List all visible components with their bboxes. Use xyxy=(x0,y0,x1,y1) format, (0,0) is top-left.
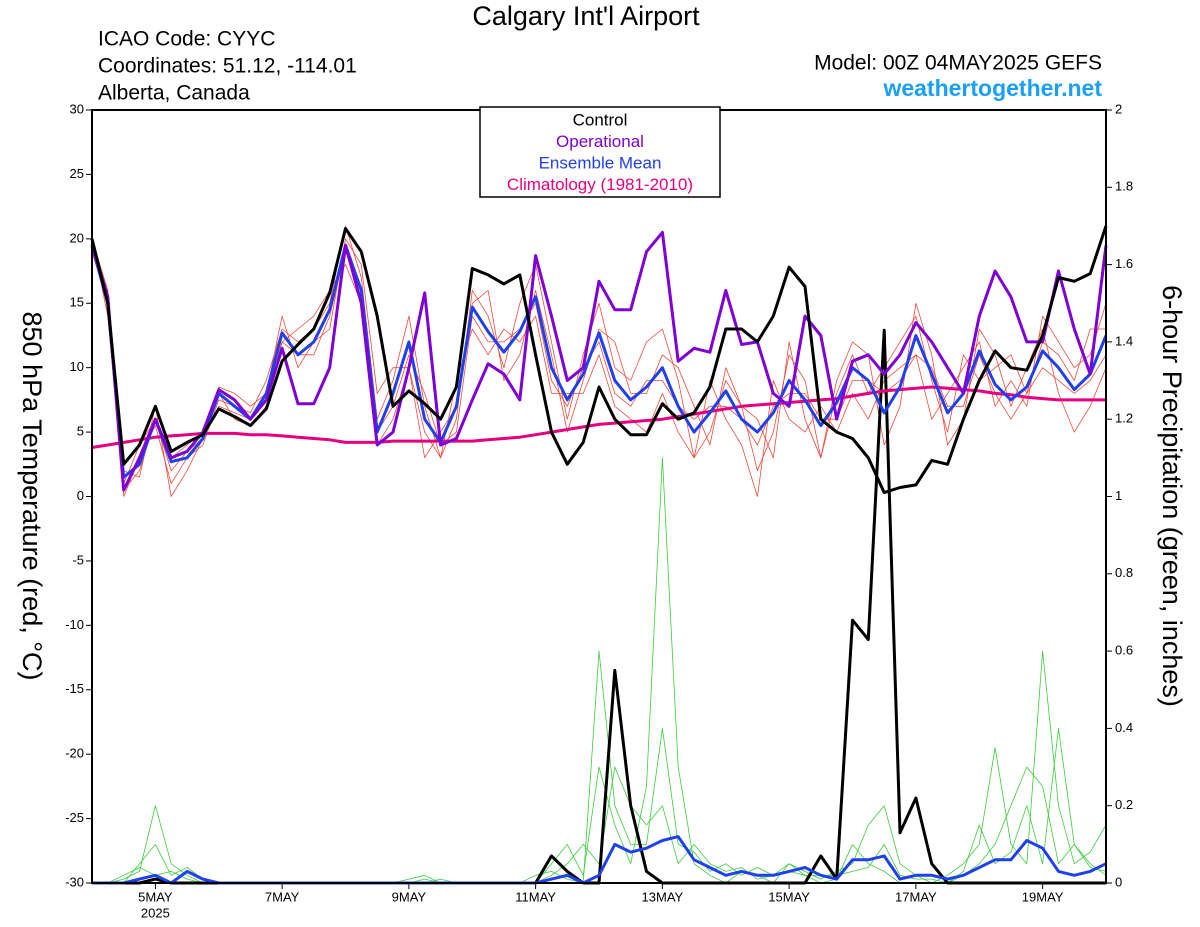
coordinates: Coordinates: 51.12, -114.01 xyxy=(98,55,357,78)
x-year-label: 2025 xyxy=(141,905,170,920)
legend-entry: Ensemble Mean xyxy=(539,153,662,172)
y-tick-label: -5 xyxy=(72,552,84,567)
model-info: Model: 00Z 04MAY2025 GEFS xyxy=(814,52,1102,75)
x-tick-label: 13MAY xyxy=(642,889,684,904)
y-tick-label: 10 xyxy=(70,359,84,374)
legend-box xyxy=(479,106,721,198)
y-tick-label: 5 xyxy=(77,424,84,439)
x-tick-label: 9MAY xyxy=(392,889,427,904)
x-tick-label: 15MAY xyxy=(768,889,810,904)
plot-area: -30-25-20-15-10-505101520253000.20.40.60… xyxy=(65,101,1133,920)
y-tick-label: 20 xyxy=(70,230,84,245)
y-tick-label: 15 xyxy=(70,295,84,310)
y2-axis-label: 6-hour Precipitation (green, inches) xyxy=(1157,285,1187,707)
y2-tick-label: 0.8 xyxy=(1115,565,1133,580)
icao-code: ICAO Code: CYYC xyxy=(98,28,275,51)
y2-tick-label: 1 xyxy=(1115,488,1122,503)
y-tick-label: 25 xyxy=(70,166,84,181)
y2-tick-label: 1.2 xyxy=(1115,411,1133,426)
plot-background xyxy=(92,110,1106,883)
y2-tick-label: 0.4 xyxy=(1115,720,1133,735)
y2-tick-label: 0.2 xyxy=(1115,797,1133,812)
y-axis-label: 850 hPa Temperature (red, °C) xyxy=(17,312,47,681)
website: weathertogether.net xyxy=(882,75,1102,101)
y-tick-label: -15 xyxy=(65,681,84,696)
y-tick-label: 0 xyxy=(77,488,84,503)
y2-tick-label: 1.6 xyxy=(1115,256,1133,271)
x-tick-label: 17MAY xyxy=(895,889,937,904)
legend: Control Operational Ensemble Mean Climatolo… xyxy=(479,106,721,198)
member-line xyxy=(91,238,1106,484)
y-tick-label: -20 xyxy=(65,746,84,761)
y2-tick-label: 0.6 xyxy=(1115,643,1133,658)
x-tick-label: 19MAY xyxy=(1022,889,1064,904)
x-tick-label: 11MAY xyxy=(515,889,556,904)
legend-entry: Operational xyxy=(556,132,644,151)
x-tick-label: 5MAY xyxy=(138,889,173,904)
y-tick-label: -25 xyxy=(65,810,84,825)
region: Alberta, Canada xyxy=(98,82,250,105)
series-line xyxy=(90,225,1108,495)
y2-tick-label: 1.4 xyxy=(1115,333,1133,348)
legend-entry: Climatology (1981-2010) xyxy=(507,175,693,194)
y-tick-label: 30 xyxy=(70,101,84,116)
series-line xyxy=(90,243,1108,479)
y-tick-label: -10 xyxy=(65,617,84,632)
chart-title: Calgary Int'l Airport xyxy=(472,1,700,31)
y2-tick-label: 2 xyxy=(1115,101,1122,116)
legend-entry: Control xyxy=(573,110,628,129)
x-tick-label: 7MAY xyxy=(265,889,300,904)
series-line xyxy=(90,230,1108,492)
y-tick-label: -30 xyxy=(65,874,84,889)
y2-tick-label: 1.8 xyxy=(1115,179,1133,194)
y2-tick-label: 0 xyxy=(1115,874,1122,889)
